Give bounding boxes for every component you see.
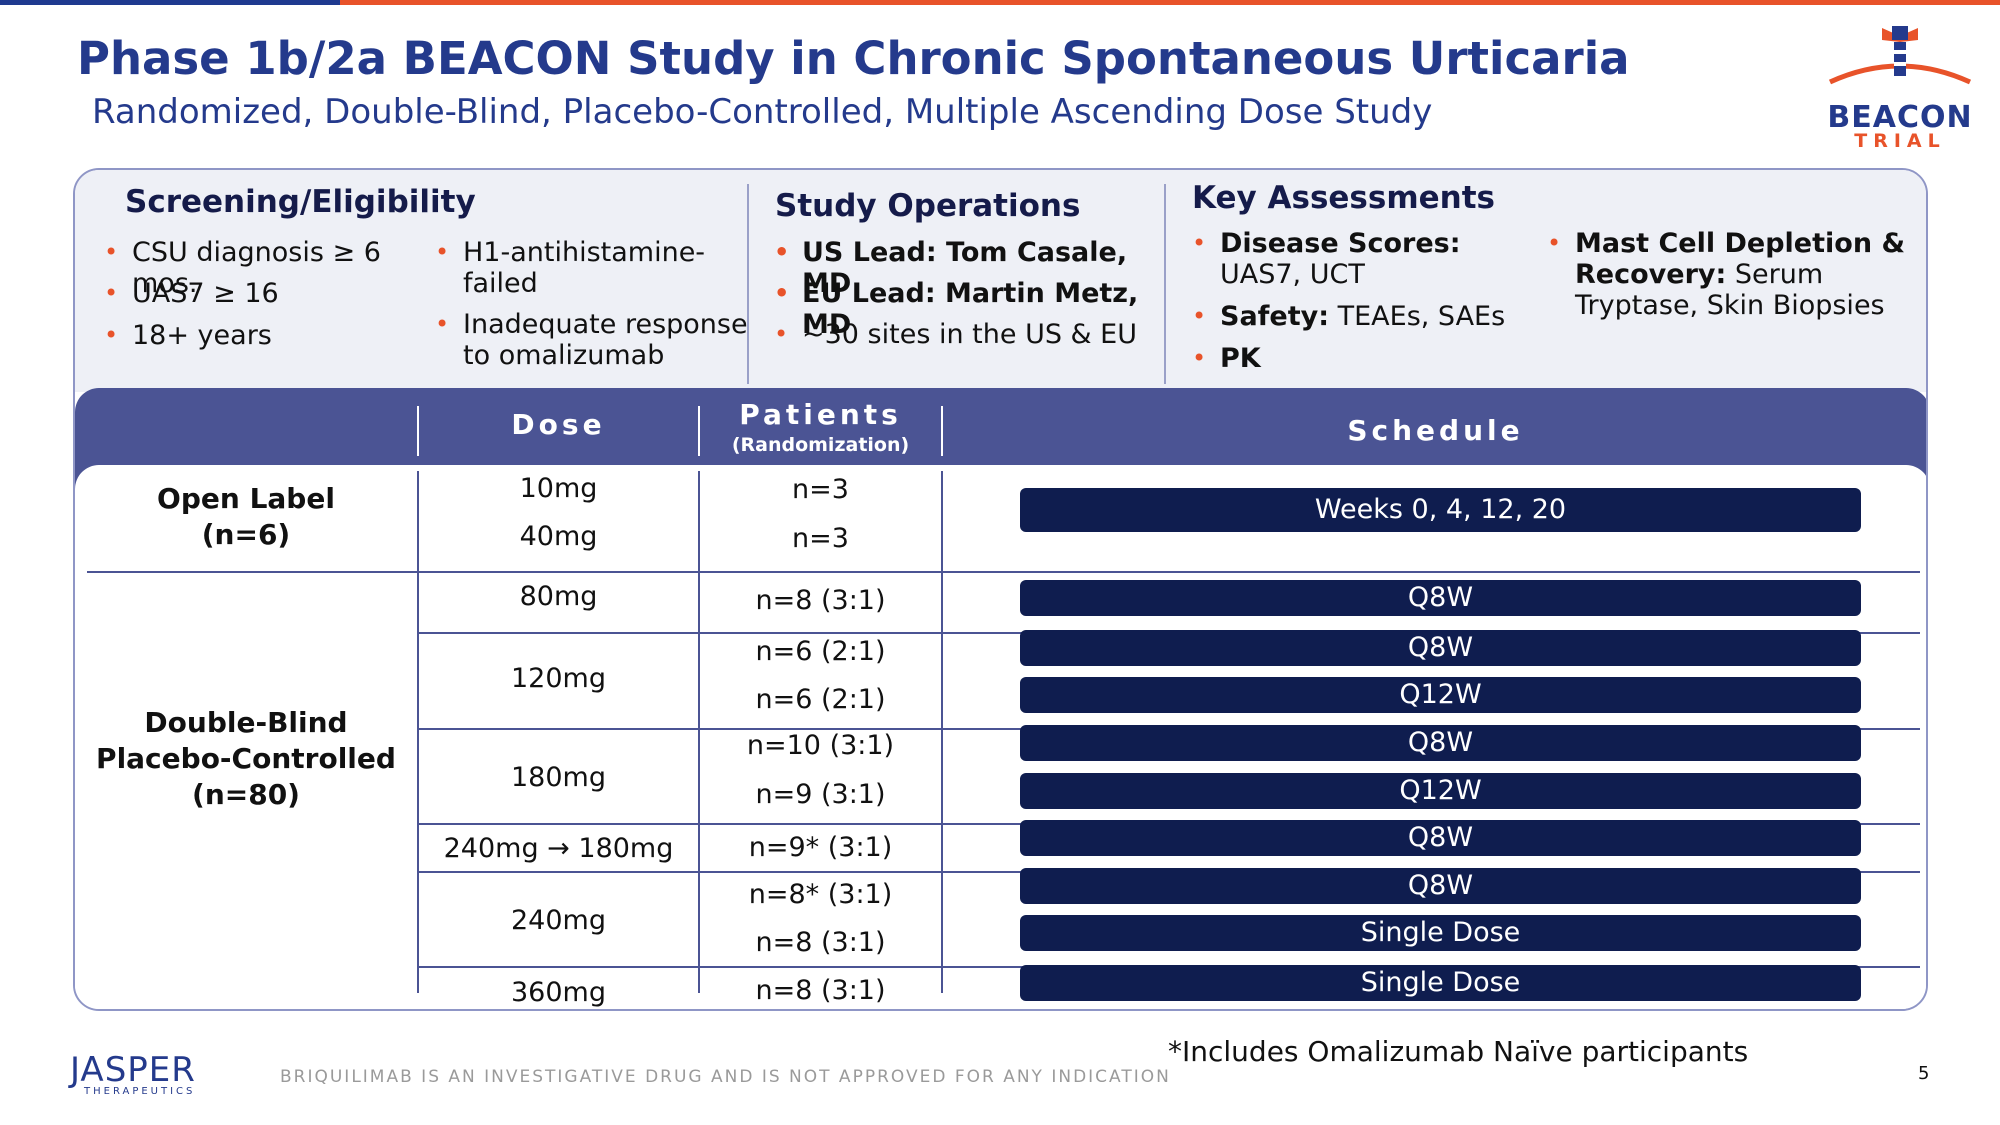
page-number: 5 (1918, 1063, 1930, 1084)
dose-cell: 120mg (511, 663, 606, 694)
section-divider (1164, 184, 1166, 384)
bullet-icon: • (104, 238, 119, 266)
header-dose: Dose (511, 408, 606, 441)
beacon-trial-logo: BEACON TRIAL (1820, 20, 1980, 152)
patients-cell: n=3 (792, 474, 849, 505)
patients-cell: n=9 (3:1) (755, 779, 886, 810)
schedule-pill: Q8W (1020, 820, 1861, 856)
bullet-icon: • (774, 320, 789, 348)
bullet-icon: • (435, 238, 450, 266)
logo-trial-text: TRIAL (1854, 130, 1946, 152)
group-open-label: Open Label (n=6) (157, 482, 335, 551)
bullet-icon: • (1192, 344, 1207, 372)
bullet-icon: • (104, 279, 119, 307)
dose-cell: 240mg → 180mg (443, 833, 674, 864)
page-title: Phase 1b/2a BEACON Study in Chronic Spon… (77, 32, 1630, 85)
patients-cell: n=8 (3:1) (755, 927, 886, 958)
header-divider (698, 406, 700, 456)
screening-item: • 18+ years (104, 320, 272, 351)
header-randomization: (Randomization) (731, 434, 910, 456)
section-divider (747, 184, 749, 384)
column-divider (417, 471, 419, 993)
schedule-pill: Q8W (1020, 725, 1861, 761)
bullet-icon: • (104, 321, 119, 349)
patients-cell: n=9* (3:1) (748, 832, 893, 863)
schedule-pill: Q8W (1020, 868, 1861, 904)
jasper-logo: JASPER THERAPEUTICS (70, 1050, 210, 1100)
schedule-pill: Q12W (1020, 773, 1861, 809)
operations-title: Study Operations (775, 188, 1081, 224)
schedule-pill: Q12W (1020, 677, 1861, 713)
top-accent-orange (340, 0, 2000, 5)
group-double-blind: Double-Blind Placebo-Controlled (n=80) (96, 706, 396, 811)
operations-item: • EU Lead: Martin Metz, MD (774, 278, 1139, 340)
dose-cell: 80mg (519, 581, 598, 612)
dose-cell: 180mg (511, 762, 606, 793)
dose-cell: 10mg (519, 473, 598, 504)
assessments-title: Key Assessments (1192, 180, 1495, 216)
patients-cell: n=10 (3:1) (746, 730, 895, 761)
top-accent-blue (0, 0, 340, 5)
patients-cell: n=8 (3:1) (755, 975, 886, 1006)
screening-item: • H1-antihistamine-failed (435, 237, 706, 299)
bullet-icon: • (1547, 229, 1562, 257)
patients-cell: n=8 (3:1) (755, 585, 886, 616)
jasper-logo-subtext: THERAPEUTICS (84, 1086, 196, 1097)
bullet-icon: • (435, 310, 450, 338)
operations-item: • ~30 sites in the US & EU (774, 319, 1138, 350)
column-divider (698, 471, 700, 993)
jasper-logo-text: JASPER (70, 1050, 196, 1090)
top-accent-bar (0, 0, 2000, 5)
column-divider (941, 471, 943, 993)
schedule-pill: Q8W (1020, 630, 1861, 666)
logo-beacon-text: BEACON (1827, 100, 1973, 135)
assessment-item: • Disease Scores: UAS7, UCT (1192, 228, 1461, 290)
screening-item: • Inadequate response to omalizumab (435, 309, 748, 371)
schedule-pill: Q8W (1020, 580, 1861, 616)
assessment-item: • Safety: TEAEs, SAEs (1192, 301, 1506, 332)
dose-cell: 240mg (511, 905, 606, 936)
schedule-pill: Single Dose (1020, 915, 1861, 951)
dose-cell: 360mg (511, 977, 606, 1008)
patients-cell: n=6 (2:1) (755, 684, 886, 715)
patients-cell: n=8* (3:1) (748, 879, 893, 910)
footnote: *Includes Omalizumab Naïve participants (1168, 1035, 1749, 1068)
table-body: Open Label (n=6) Double-Blind Placebo-Co… (75, 465, 1926, 1009)
bullet-icon: • (774, 238, 790, 266)
dose-cell: 40mg (519, 521, 598, 552)
assessment-item: • Mast Cell Depletion & Recovery: Serum T… (1547, 228, 1905, 321)
patients-cell: n=6 (2:1) (755, 636, 886, 667)
assessment-item: • PK (1192, 343, 1261, 374)
disclaimer: BRIQUILIMAB IS AN INVESTIGATIVE DRUG AND… (280, 1067, 1171, 1087)
lighthouse-icon (1828, 26, 1972, 85)
patients-cell: n=3 (792, 523, 849, 554)
screening-title: Screening/Eligibility (125, 184, 476, 220)
header-schedule: Schedule (1347, 414, 1524, 447)
screening-item: • UAS7 ≥ 16 (104, 278, 279, 309)
row-divider (87, 571, 1920, 573)
bullet-icon: • (1192, 229, 1207, 257)
header-patients: Patients (739, 398, 902, 431)
schedule-pill: Weeks 0, 4, 12, 20 (1020, 488, 1861, 532)
operations-item: • US Lead: Tom Casale, MD (774, 237, 1128, 299)
study-design-panel: Screening/Eligibility • CSU diagnosis ≥ 6… (73, 168, 1928, 1011)
screening-item: • CSU diagnosis ≥ 6 mos. (104, 237, 381, 299)
bullet-icon: • (774, 279, 790, 307)
schedule-pill: Single Dose (1020, 965, 1861, 1001)
header-divider (941, 406, 943, 456)
page-subtitle: Randomized, Double-Blind, Placebo-Contro… (92, 92, 1433, 132)
info-section: Screening/Eligibility • CSU diagnosis ≥ 6… (75, 170, 1926, 392)
bullet-icon: • (1192, 302, 1207, 330)
header-divider (417, 406, 419, 456)
